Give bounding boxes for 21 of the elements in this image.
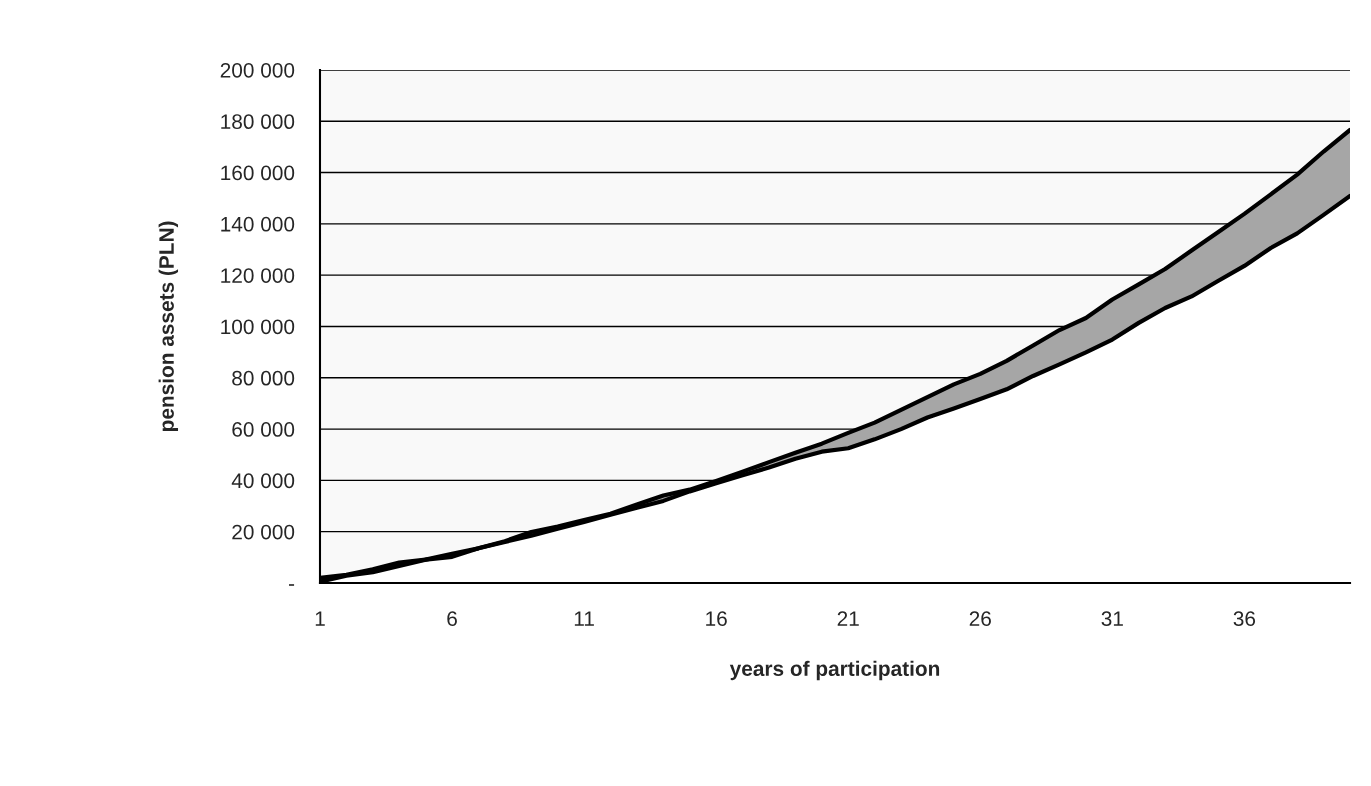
y-tick-label: 140 000 (221, 216, 295, 232)
y-tick-label: 120 000 (221, 268, 295, 283)
x-axis-title: years of participation (729, 660, 940, 681)
y-tick-label: - (288, 584, 295, 586)
y-tick-label: 180 000 (221, 114, 295, 130)
y-tick-label: 160 000 (221, 165, 295, 181)
y-tick-label: 40 000 (231, 473, 295, 489)
y-axis-title: pension assets (PLN) (158, 221, 179, 432)
x-tick-label: 6 (447, 611, 457, 627)
y-tick-label: 100 000 (221, 319, 295, 335)
x-tick-label: 21 (837, 611, 859, 626)
x-tick-label: 1 (315, 611, 325, 626)
x-tick-label: 11 (574, 611, 594, 626)
y-tick-label: 80 000 (232, 370, 295, 386)
x-tick-label: 36 (1233, 611, 1256, 627)
y-tick-label: 60 000 (232, 422, 295, 437)
y-tick-label: 20 000 (232, 524, 295, 540)
x-tick-label: 26 (969, 611, 991, 627)
x-tick-label: 16 (706, 611, 727, 627)
y-tick-label: 200 000 (220, 62, 295, 78)
x-tick-label: 31 (1101, 611, 1123, 627)
